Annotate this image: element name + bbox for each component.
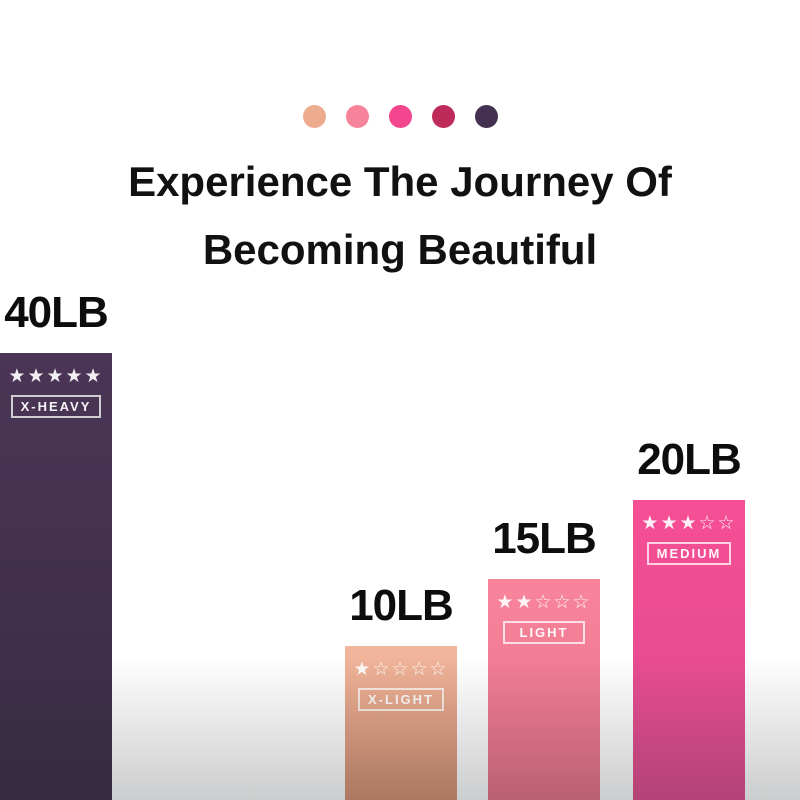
x-light-color-dot	[302, 105, 326, 128]
color-palette-dots	[0, 105, 800, 128]
bar-group-20lb: 20LB ★★★☆☆ MEDIUM	[633, 435, 745, 800]
x-heavy-color-dot	[474, 105, 498, 128]
star-rating-40lb: ★★★★★	[8, 365, 104, 387]
title-line-2: Becoming Beautiful	[202, 226, 598, 273]
light-color-dot	[345, 105, 369, 128]
band-label-x-heavy: X-HEAVY	[10, 395, 102, 418]
bar-group-40lb: 40LB ★★★★★ X-HEAVY	[0, 288, 112, 800]
weight-label-40lb: 40LB	[4, 288, 109, 337]
bar-10lb: ★☆☆☆☆ X-LIGHT	[345, 646, 457, 800]
weight-label-15lb: 15LB	[492, 514, 597, 563]
star-rating-15lb: ★★☆☆☆	[496, 591, 592, 613]
band-label-medium: MEDIUM	[646, 542, 732, 565]
bar-20lb: ★★★☆☆ MEDIUM	[633, 500, 745, 800]
star-rating-20lb: ★★★☆☆	[641, 512, 737, 534]
weight-label-20lb: 20LB	[637, 435, 742, 484]
weight-label-10lb: 10LB	[349, 581, 454, 630]
bar-group-15lb: 15LB ★★☆☆☆ LIGHT	[488, 514, 600, 800]
page-title: Experience The Journey Of Becoming Beaut…	[0, 148, 800, 284]
heavy-color-dot	[431, 105, 455, 128]
bar-40lb: ★★★★★ X-HEAVY	[0, 353, 112, 800]
star-rating-10lb: ★☆☆☆☆	[353, 658, 449, 680]
medium-color-dot	[388, 105, 412, 128]
band-label-light: LIGHT	[503, 621, 585, 644]
bar-15lb: ★★☆☆☆ LIGHT	[488, 579, 600, 800]
bar-group-10lb: 10LB ★☆☆☆☆ X-LIGHT	[345, 581, 457, 800]
band-label-x-light: X-LIGHT	[358, 688, 444, 711]
title-line-1: Experience The Journey Of	[128, 158, 672, 205]
